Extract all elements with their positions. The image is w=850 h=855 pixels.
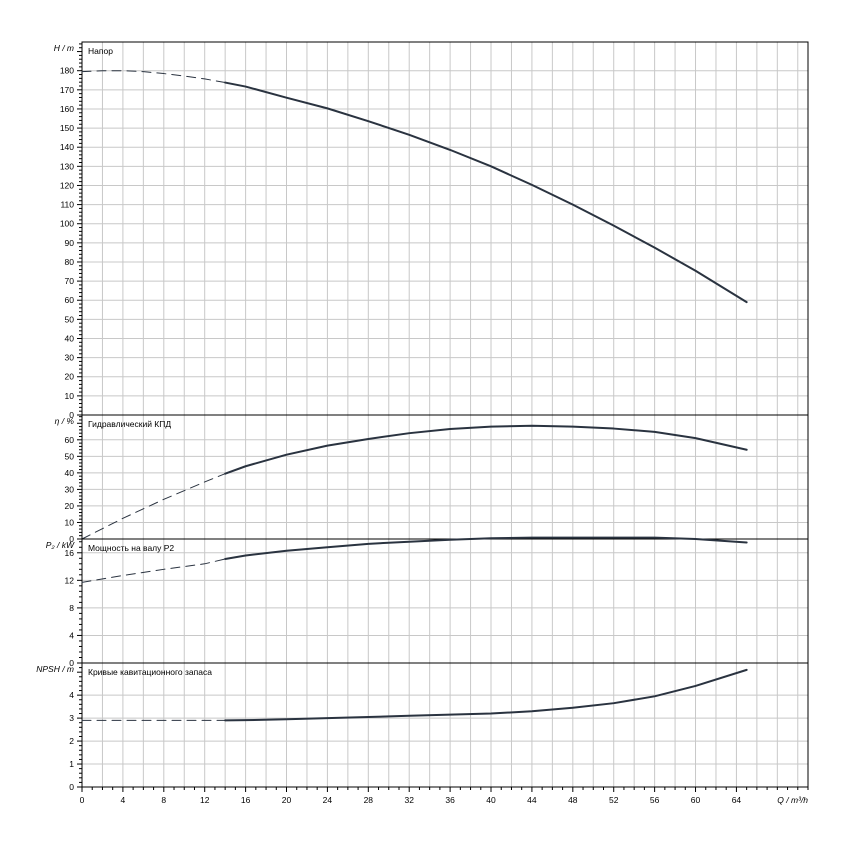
x-tick-label: 52 <box>609 795 619 805</box>
head-panel-title: Напор <box>88 46 113 56</box>
head-y-tick-label: 80 <box>65 257 75 267</box>
efficiency-y-tick-label: 40 <box>65 468 75 478</box>
head-panel-frame <box>81 41 809 416</box>
head-y-tick-label: 90 <box>65 238 75 248</box>
power-y-tick-label: 12 <box>65 575 75 585</box>
x-tick-label: 12 <box>200 795 210 805</box>
x-tick-label: 64 <box>732 795 742 805</box>
head-y-tick-label: 160 <box>60 104 74 114</box>
power-y-tick-label: 4 <box>69 630 74 640</box>
power-curve-solid <box>224 536 748 560</box>
npsh-y-tick-label: 2 <box>69 736 74 746</box>
efficiency-y-tick-label: 30 <box>65 484 75 494</box>
efficiency-y-axis-label: η / % <box>55 416 75 426</box>
x-axis-label: Q / m³/h <box>777 795 808 805</box>
efficiency-y-tick-label: 20 <box>65 501 75 511</box>
head-y-tick-label: 100 <box>60 219 74 229</box>
head-y-tick-label: 50 <box>65 314 75 324</box>
head-y-tick-label: 60 <box>65 295 75 305</box>
x-tick-label: 44 <box>527 795 537 805</box>
x-tick-label: 28 <box>364 795 374 805</box>
x-tick-label: 60 <box>691 795 701 805</box>
npsh-y-tick-label: 3 <box>69 713 74 723</box>
head-y-tick-label: 110 <box>60 200 74 210</box>
power-panel-frame <box>81 538 809 664</box>
head-y-tick-label: 0 <box>69 410 74 420</box>
head-y-tick-label: 140 <box>60 142 74 152</box>
x-tick-label: 48 <box>568 795 578 805</box>
x-tick-label: 40 <box>486 795 496 805</box>
head-curve-solid <box>224 81 748 304</box>
npsh-y-tick-label: 4 <box>69 690 74 700</box>
npsh-panel-title: Кривые кавитационного запаса <box>88 667 212 677</box>
power-curve-dashed <box>81 558 226 583</box>
x-tick-label: 8 <box>161 795 166 805</box>
head-y-tick-label: 120 <box>60 180 74 190</box>
x-tick-label: 4 <box>121 795 126 805</box>
head-y-tick-label: 20 <box>65 372 75 382</box>
head-y-tick-label: 130 <box>60 161 74 171</box>
head-y-axis-label: H / m <box>54 43 74 53</box>
npsh-y-tick-label: 0 <box>69 782 74 792</box>
npsh-y-axis-label: NPSH / m <box>36 664 74 674</box>
head-y-tick-label: 30 <box>65 353 75 363</box>
efficiency-panel-title: Гидравлический КПД <box>88 419 171 429</box>
npsh-panel-frame <box>81 662 809 788</box>
power-y-tick-label: 0 <box>69 658 74 668</box>
power-y-axis-label: P₂ / kW <box>46 540 75 550</box>
npsh-curve-solid <box>224 668 748 722</box>
power-y-tick-label: 16 <box>65 548 75 558</box>
head-curve-dashed <box>81 70 226 84</box>
efficiency-y-tick-label: 0 <box>69 534 74 544</box>
efficiency-curve-solid <box>224 424 748 475</box>
x-tick-label: 20 <box>282 795 292 805</box>
head-y-tick-label: 40 <box>65 333 75 343</box>
efficiency-panel-frame <box>81 414 809 540</box>
power-y-tick-label: 8 <box>69 603 74 613</box>
efficiency-y-tick-label: 60 <box>65 435 75 445</box>
head-y-tick-label: 150 <box>60 123 74 133</box>
npsh-y-tick-label: 1 <box>69 759 74 769</box>
head-y-tick-label: 70 <box>65 276 75 286</box>
head-y-tick-label: 180 <box>60 66 74 76</box>
efficiency-curve-dashed <box>81 473 226 540</box>
x-tick-label: 32 <box>404 795 414 805</box>
x-tick-label: 0 <box>80 795 85 805</box>
efficiency-y-tick-label: 50 <box>65 451 75 461</box>
x-tick-label: 56 <box>650 795 660 805</box>
efficiency-y-tick-label: 10 <box>65 517 75 527</box>
head-y-tick-label: 170 <box>60 85 74 95</box>
x-tick-label: 16 <box>241 795 251 805</box>
x-tick-label: 36 <box>445 795 455 805</box>
head-y-tick-label: 10 <box>65 391 75 401</box>
power-panel-title: Мощность на валу P2 <box>88 543 174 553</box>
x-tick-label: 24 <box>323 795 333 805</box>
